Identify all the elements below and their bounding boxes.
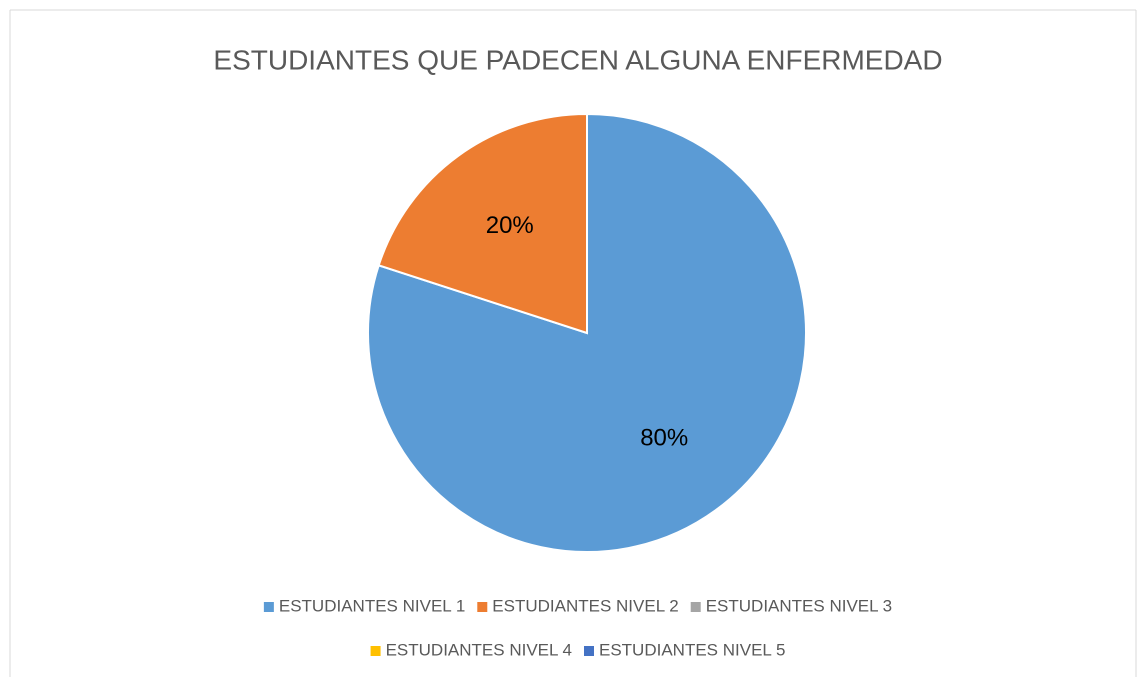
legend-swatch <box>690 602 701 612</box>
pie-slice <box>377 112 588 335</box>
data-label: 20% <box>486 212 534 239</box>
legend-swatch <box>370 646 381 656</box>
legend-label: ESTUDIANTES NIVEL 2 <box>492 596 678 615</box>
legend-label: ESTUDIANTES NIVEL 5 <box>599 640 785 659</box>
legend-swatch <box>263 602 274 612</box>
legend-swatch <box>477 602 488 612</box>
legend-row: ESTUDIANTES NIVEL 4 ESTUDIANTES NIVEL 5 <box>370 640 785 659</box>
legend-label: ESTUDIANTES NIVEL 1 <box>279 596 465 615</box>
legend-swatch <box>584 646 594 656</box>
data-label: 80% <box>640 425 688 452</box>
legend-label: ESTUDIANTES NIVEL 3 <box>706 596 892 615</box>
legend-label: ESTUDIANTES NIVEL 4 <box>386 640 572 659</box>
chart-title: ESTUDIANTES QUE PADECEN ALGUNA ENFERMEDA… <box>213 44 942 75</box>
legend-row: ESTUDIANTES NIVEL 1 ESTUDIANTES NIVEL 2 ES… <box>263 596 892 615</box>
